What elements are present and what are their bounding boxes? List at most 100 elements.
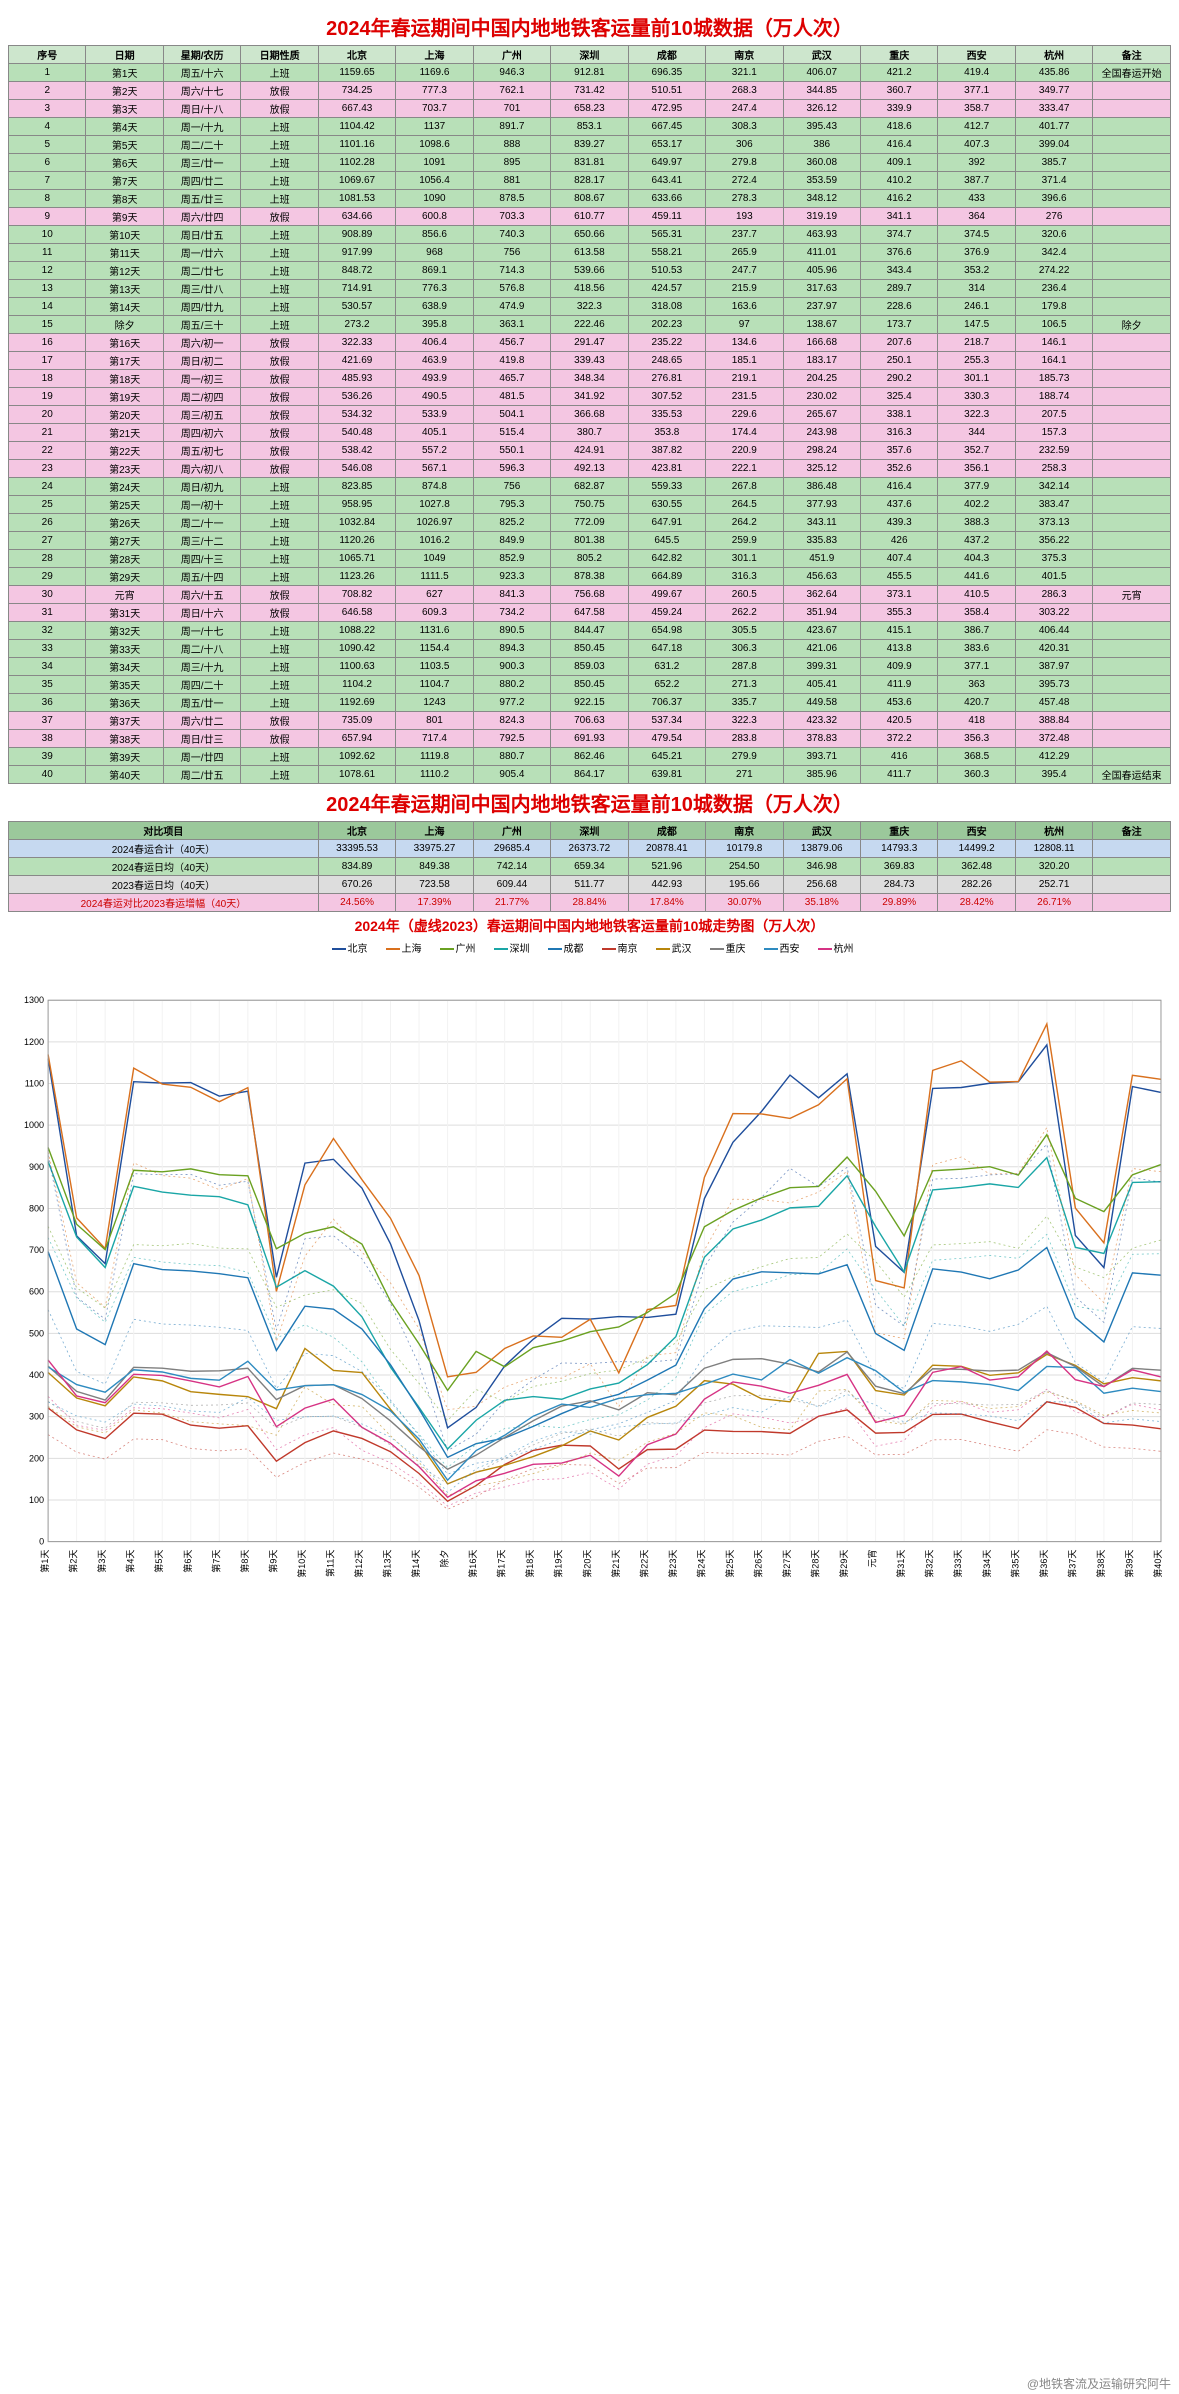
table-row: 7第7天周四/廿二上班1069.671056.4881828.17643.412… (9, 172, 1171, 190)
svg-text:1300: 1300 (24, 995, 44, 1005)
svg-text:第12天: 第12天 (353, 1550, 364, 1578)
svg-text:0: 0 (39, 1537, 44, 1547)
col-header: 武汉 (783, 46, 860, 64)
svg-text:第24天: 第24天 (695, 1550, 706, 1578)
table-row: 28第28天周四/十三上班1065.711049852.9805.2642.82… (9, 550, 1171, 568)
table-row: 8第8天周五/廿三上班1081.531090878.5808.67633.662… (9, 190, 1171, 208)
col-header: 杭州 (1015, 46, 1092, 64)
summary-title: 2024年春运期间中国内地地铁客运量前10城数据（万人次） (8, 788, 1171, 817)
main-title: 2024年春运期间中国内地地铁客运量前10城数据（万人次） (8, 12, 1171, 41)
table-row: 24第24天周日/初九上班823.85874.8756682.87559.332… (9, 478, 1171, 496)
svg-text:第13天: 第13天 (382, 1550, 393, 1578)
svg-text:第6天: 第6天 (182, 1550, 193, 1573)
table-row: 22第22天周五/初七放假538.42557.2550.1424.91387.8… (9, 442, 1171, 460)
chart-title: 2024年（虚线2023）春运期间中国内地地铁客运量前10城走势图（万人次） (8, 916, 1171, 936)
table-row: 12第12天周二/廿七上班848.72869.1714.3539.66510.5… (9, 262, 1171, 280)
table-row: 1第1天周五/十六上班1159.651169.6946.3912.81696.3… (9, 64, 1171, 82)
svg-text:第32天: 第32天 (924, 1550, 935, 1578)
svg-text:第23天: 第23天 (667, 1550, 678, 1578)
table-row: 38第38天周日/廿三放假657.94717.4792.5691.93479.5… (9, 730, 1171, 748)
table-row: 6第6天周三/廿一上班1102.281091895831.81649.97279… (9, 154, 1171, 172)
table-row: 32第32天周一/十七上班1088.221131.6890.5844.47654… (9, 622, 1171, 640)
col-header: 重庆 (860, 46, 937, 64)
svg-text:700: 700 (29, 1245, 44, 1255)
table-row: 17第17天周日/初二放假421.69463.9419.8339.43248.6… (9, 352, 1171, 370)
table-row: 5第5天周二/二十上班1101.161098.6888839.27653.173… (9, 136, 1171, 154)
svg-text:第28天: 第28天 (810, 1550, 821, 1578)
table-row: 4第4天周一/十九上班1104.421137891.7853.1667.4530… (9, 118, 1171, 136)
summary-table: 对比项目北京上海广州深圳成都南京武汉重庆西安杭州备注 2024春运合计（40天）… (8, 821, 1171, 912)
table-row: 21第21天周四/初六放假540.48405.1515.4380.7353.81… (9, 424, 1171, 442)
col-header: 深圳 (551, 46, 628, 64)
table-row: 35第35天周四/二十上班1104.21104.7880.2850.45652.… (9, 676, 1171, 694)
svg-text:1000: 1000 (24, 1120, 44, 1130)
svg-text:1200: 1200 (24, 1037, 44, 1047)
svg-text:第35天: 第35天 (1009, 1550, 1020, 1578)
summary-row: 2024春运对比2023春运增幅（40天）24.56%17.39%21.77%2… (9, 894, 1171, 912)
svg-text:第31天: 第31天 (895, 1550, 906, 1578)
svg-text:第11天: 第11天 (324, 1550, 335, 1577)
table-row: 19第19天周二/初四放假536.26490.5481.5341.92307.5… (9, 388, 1171, 406)
col-header: 西安 (938, 46, 1015, 64)
table-row: 10第10天周日/廿五上班908.89856.6740.3650.66565.3… (9, 226, 1171, 244)
svg-text:600: 600 (29, 1287, 44, 1297)
table-row: 40第40天周二/廿五上班1078.611110.2905.4864.17639… (9, 766, 1171, 784)
svg-text:第25天: 第25天 (724, 1550, 735, 1578)
svg-text:第2天: 第2天 (68, 1550, 79, 1573)
summary-row: 2024春运合计（40天）33395.5333975.2729685.42637… (9, 840, 1171, 858)
svg-text:400: 400 (29, 1370, 44, 1380)
table-row: 26第26天周二/十一上班1032.841026.97825.2772.0964… (9, 514, 1171, 532)
col-header: 备注 (1093, 46, 1171, 64)
table-row: 27第27天周三/十二上班1120.261016.2849.9801.38645… (9, 532, 1171, 550)
table-row: 39第39天周一/廿四上班1092.621119.8880.7862.46645… (9, 748, 1171, 766)
col-header: 星期/农历 (163, 46, 240, 64)
svg-text:第8天: 第8天 (239, 1550, 250, 1573)
chart-legend: 北京上海广州深圳成都南京武汉重庆西安杭州 (8, 940, 1171, 955)
svg-text:第38天: 第38天 (1095, 1550, 1106, 1578)
svg-text:300: 300 (29, 1412, 44, 1422)
svg-text:第39天: 第39天 (1123, 1550, 1134, 1578)
svg-text:第22天: 第22天 (638, 1550, 649, 1578)
table-row: 31第31天周日/十六放假646.58609.3734.2647.58459.2… (9, 604, 1171, 622)
table-row: 15除夕周五/三十上班273.2395.8363.1222.46202.2397… (9, 316, 1171, 334)
svg-text:第7天: 第7天 (210, 1550, 221, 1573)
svg-text:第16天: 第16天 (467, 1550, 478, 1578)
trend-chart: 0100200300400500600700800900100011001200… (8, 961, 1171, 1641)
table-row: 2第2天周六/十七放假734.25777.3762.1731.42510.512… (9, 82, 1171, 100)
table-row: 25第25天周一/初十上班958.951027.8795.3750.75630.… (9, 496, 1171, 514)
svg-text:第5天: 第5天 (153, 1550, 164, 1573)
table-row: 11第11天周一/廿六上班917.99968756613.58558.21265… (9, 244, 1171, 262)
table-row: 23第23天周六/初八放假546.08567.1596.3492.13423.8… (9, 460, 1171, 478)
svg-text:第1天: 第1天 (39, 1550, 50, 1573)
svg-text:第40天: 第40天 (1152, 1550, 1163, 1578)
svg-text:800: 800 (29, 1203, 44, 1213)
svg-text:第34天: 第34天 (981, 1550, 992, 1578)
svg-text:第20天: 第20天 (581, 1550, 592, 1578)
table-row: 29第29天周五/十四上班1123.261111.5923.3878.38664… (9, 568, 1171, 586)
table-row: 37第37天周六/廿二放假735.09801824.3706.63537.343… (9, 712, 1171, 730)
col-header: 成都 (628, 46, 705, 64)
watermark: @地铁客流及运输研究阿牛 (1027, 2375, 1171, 2392)
table-row: 3第3天周日/十八放假667.43703.7701658.23472.95247… (9, 100, 1171, 118)
col-header: 日期性质 (241, 46, 318, 64)
table-row: 16第16天周六/初一放假322.33406.4456.7291.47235.2… (9, 334, 1171, 352)
svg-text:除夕: 除夕 (439, 1550, 450, 1568)
col-header: 北京 (318, 46, 395, 64)
svg-text:第33天: 第33天 (952, 1550, 963, 1578)
svg-text:1100: 1100 (25, 1079, 44, 1089)
svg-text:第14天: 第14天 (410, 1550, 421, 1578)
svg-text:第27天: 第27天 (781, 1550, 792, 1578)
svg-text:第9天: 第9天 (267, 1550, 278, 1573)
svg-text:第3天: 第3天 (96, 1550, 107, 1573)
svg-text:第4天: 第4天 (125, 1550, 136, 1573)
svg-text:第17天: 第17天 (496, 1550, 507, 1578)
svg-text:第26天: 第26天 (752, 1550, 763, 1578)
table-row: 14第14天周四/廿九上班530.57638.9474.9322.3318.08… (9, 298, 1171, 316)
svg-text:第10天: 第10天 (296, 1550, 307, 1578)
col-header: 序号 (9, 46, 86, 64)
table-row: 20第20天周三/初五放假534.32533.9504.1366.68335.5… (9, 406, 1171, 424)
svg-text:元宵: 元宵 (867, 1550, 878, 1568)
col-header: 广州 (473, 46, 550, 64)
svg-text:900: 900 (29, 1162, 44, 1172)
svg-text:200: 200 (29, 1453, 44, 1463)
